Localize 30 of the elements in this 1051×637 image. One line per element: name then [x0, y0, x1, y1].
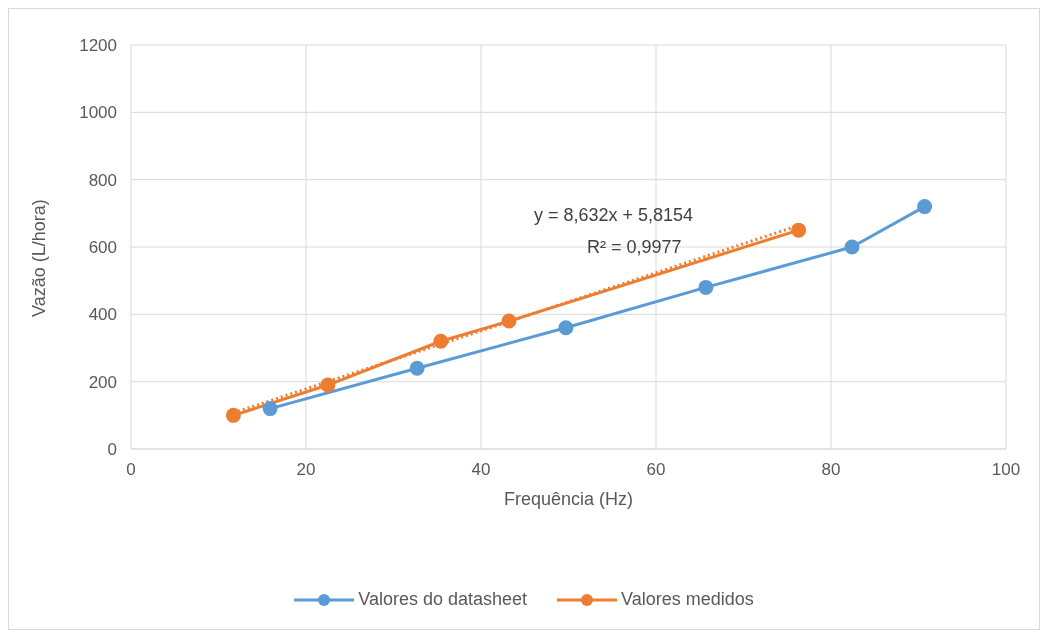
- x-tick-label: 100: [991, 460, 1021, 480]
- y-tick-label: 400: [88, 305, 117, 325]
- point: [433, 333, 449, 349]
- x-tick-label: 40: [471, 460, 491, 480]
- y-axis-title: Vazão (L/hora): [29, 199, 50, 317]
- y-tick-label: 200: [88, 372, 117, 392]
- x-tick-label: 80: [821, 460, 841, 480]
- x-axis-title: Frequência (Hz): [503, 489, 634, 509]
- point: [698, 279, 714, 295]
- point: [501, 313, 517, 329]
- annotation: y = 8,632x + 5,8154: [534, 205, 694, 226]
- point: [791, 222, 807, 238]
- x-tick-label: 60: [646, 460, 666, 480]
- point: [558, 320, 574, 336]
- y-tick-label: 800: [88, 170, 117, 190]
- y-tick-label: 1200: [79, 36, 117, 56]
- annotation: R² = 0,9977: [587, 237, 682, 258]
- legend-label: Valores do datasheet: [358, 589, 528, 610]
- x-tick-label: 0: [126, 460, 136, 480]
- point: [262, 401, 278, 417]
- legend-label: Valores medidos: [621, 589, 754, 610]
- point: [409, 360, 425, 376]
- point: [225, 407, 241, 423]
- y-tick-label: 1000: [79, 103, 117, 123]
- x-tick-label: 20: [296, 460, 316, 480]
- point: [917, 199, 933, 215]
- point: [320, 377, 336, 393]
- point: [844, 239, 860, 255]
- y-tick-label: 600: [88, 238, 117, 258]
- y-tick-label: 0: [107, 440, 117, 460]
